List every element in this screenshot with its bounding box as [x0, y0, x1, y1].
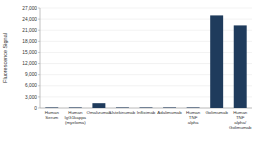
- x-tick-label-line: (myeloma): [65, 120, 86, 125]
- bar: [140, 107, 153, 109]
- y-tick-label: 9,000: [25, 72, 37, 77]
- chart: 0 3,000 6,000 9,000 12,000 15,000 18,000 21,000…: [0, 0, 256, 162]
- x-tick-label: HumanSerum: [45, 110, 60, 120]
- x-tick-label-line: Omalizumab: [87, 110, 112, 115]
- y-tick-label: 24,000: [22, 17, 37, 22]
- y-tick-label: 21,000: [22, 28, 37, 33]
- x-tick-label: Omalizumab: [87, 110, 112, 115]
- x-tick-label-line: alpha: [188, 120, 199, 125]
- y-tick-label: 3,000: [25, 95, 37, 100]
- x-tick-label: Ustekinumab: [110, 110, 136, 115]
- y-axis: [40, 8, 41, 108]
- bar: [69, 107, 82, 109]
- y-tick-label: 27,000: [22, 6, 37, 11]
- y-tick-label: 18,000: [22, 39, 37, 44]
- y-tick-label: 15,000: [22, 50, 37, 55]
- bar: [116, 107, 129, 109]
- y-tick-label: 6,000: [25, 83, 37, 88]
- bar: [163, 107, 176, 109]
- x-tick-label-line: Infliximab: [137, 110, 156, 115]
- x-tick-label: HumanTNFalpha: [186, 110, 201, 125]
- bar: [92, 103, 105, 108]
- x-tick-label: Golimumab: [205, 110, 228, 115]
- grid-line: [40, 8, 252, 9]
- bar: [210, 15, 223, 108]
- x-tick-label-line: Adalimumab: [157, 110, 182, 115]
- y-axis-label: Fluorescence Signal: [2, 33, 8, 83]
- bar: [45, 107, 58, 109]
- x-tick-label-line: Ustekinumab: [110, 110, 136, 115]
- y-tick-label: 12,000: [22, 61, 37, 66]
- x-tick-label: Infliximab: [137, 110, 156, 115]
- x-tick-label-line: Serum: [45, 115, 58, 120]
- x-tick-label: HumanTNFalpha/Golimumab: [229, 110, 252, 130]
- bar: [187, 107, 200, 109]
- x-tick-label-line: Golimumab: [229, 125, 252, 130]
- y-tick-label: 0: [34, 106, 37, 111]
- x-tick-label-line: Golimumab: [205, 110, 228, 115]
- x-tick-label: HumanIgG1kappa(myeloma): [65, 110, 87, 125]
- bar: [234, 25, 247, 108]
- x-tick-label: Adalimumab: [157, 110, 182, 115]
